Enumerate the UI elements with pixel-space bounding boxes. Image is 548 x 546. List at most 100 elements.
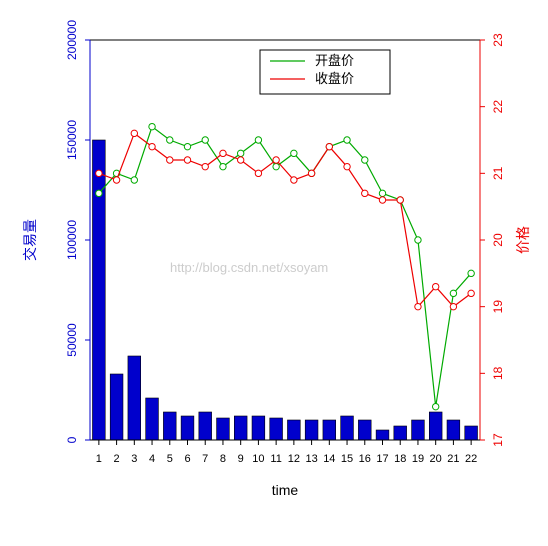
series-marker [149, 123, 155, 129]
yright-tick-label: 21 [491, 166, 505, 180]
series-marker [273, 163, 279, 169]
series-marker [468, 270, 474, 276]
series-marker [113, 177, 119, 183]
bar [92, 140, 105, 440]
bar [199, 412, 212, 440]
bar [429, 412, 442, 440]
bar [181, 416, 194, 440]
x-tick-label: 4 [149, 453, 155, 465]
x-tick-label: 3 [131, 453, 137, 465]
series-marker [131, 177, 137, 183]
bar [376, 430, 389, 440]
series-marker [291, 177, 297, 183]
series-marker [415, 237, 421, 243]
bar [163, 412, 176, 440]
legend-label-close: 收盘价 [315, 71, 354, 86]
x-axis-label: time [272, 482, 299, 498]
yright-tick-label: 20 [491, 233, 505, 247]
bar [287, 420, 300, 440]
bar [270, 418, 283, 440]
bar [323, 420, 336, 440]
x-tick-label: 5 [167, 453, 173, 465]
chart-container: 050000100000150000200000交易量1718192021222… [0, 0, 548, 546]
series-marker [379, 190, 385, 196]
x-tick-label: 7 [202, 453, 208, 465]
series-marker [308, 170, 314, 176]
yright-tick-label: 17 [491, 433, 505, 447]
yleft-tick-label: 100000 [65, 220, 79, 260]
series-marker [344, 163, 350, 169]
bar [447, 420, 460, 440]
series-marker [450, 303, 456, 309]
x-tick-label: 1 [96, 453, 102, 465]
yright-axis-label: 价格 [515, 226, 531, 254]
x-tick-label: 13 [305, 453, 317, 465]
chart-svg: 050000100000150000200000交易量1718192021222… [0, 0, 548, 546]
legend-label-open: 开盘价 [315, 53, 354, 68]
x-tick-label: 18 [394, 453, 406, 465]
x-tick-label: 14 [323, 453, 335, 465]
yleft-axis-label: 交易量 [22, 219, 38, 261]
series-marker [362, 157, 368, 163]
yright-tick-label: 19 [491, 300, 505, 314]
bar [412, 420, 425, 440]
series-marker [326, 143, 332, 149]
series-marker [237, 150, 243, 156]
x-tick-label: 21 [447, 453, 459, 465]
series-marker [291, 150, 297, 156]
series-marker [362, 190, 368, 196]
x-tick-label: 22 [465, 453, 477, 465]
yleft-tick-label: 200000 [65, 20, 79, 60]
series-marker [450, 290, 456, 296]
series-marker [379, 197, 385, 203]
series-marker [184, 143, 190, 149]
x-tick-label: 17 [376, 453, 388, 465]
yright-tick-label: 23 [491, 33, 505, 47]
x-tick-label: 19 [412, 453, 424, 465]
yleft-tick-label: 50000 [65, 323, 79, 357]
series-marker [96, 170, 102, 176]
series-marker [96, 190, 102, 196]
x-tick-label: 8 [220, 453, 226, 465]
series-marker [202, 163, 208, 169]
x-tick-label: 9 [238, 453, 244, 465]
series-marker [344, 137, 350, 143]
x-tick-label: 6 [184, 453, 190, 465]
bar [217, 418, 230, 440]
series-marker [255, 170, 261, 176]
x-tick-label: 11 [270, 453, 281, 465]
bar [252, 416, 265, 440]
yleft-tick-label: 150000 [65, 120, 79, 160]
series-line [99, 127, 471, 407]
series-marker [273, 157, 279, 163]
bar [110, 374, 123, 440]
series-marker [149, 143, 155, 149]
series-marker [432, 283, 438, 289]
bar [341, 416, 354, 440]
bar [128, 356, 141, 440]
x-tick-label: 10 [252, 453, 264, 465]
series-marker [202, 137, 208, 143]
bar [234, 416, 247, 440]
series-marker [220, 163, 226, 169]
bar [358, 420, 371, 440]
x-tick-label: 16 [359, 453, 371, 465]
x-tick-label: 20 [430, 453, 442, 465]
series-marker [167, 137, 173, 143]
yright-tick-label: 22 [491, 100, 505, 114]
bar [305, 420, 318, 440]
yleft-tick-label: 0 [65, 436, 79, 443]
series-marker [255, 137, 261, 143]
series-marker [184, 157, 190, 163]
series-marker [432, 403, 438, 409]
series-marker [131, 130, 137, 136]
x-tick-label: 2 [114, 453, 120, 465]
bar [146, 398, 159, 440]
series-marker [415, 303, 421, 309]
x-tick-label: 12 [288, 453, 300, 465]
series-marker [237, 157, 243, 163]
yright-tick-label: 18 [491, 366, 505, 380]
bar [394, 426, 407, 440]
bar [465, 426, 478, 440]
series-marker [397, 197, 403, 203]
